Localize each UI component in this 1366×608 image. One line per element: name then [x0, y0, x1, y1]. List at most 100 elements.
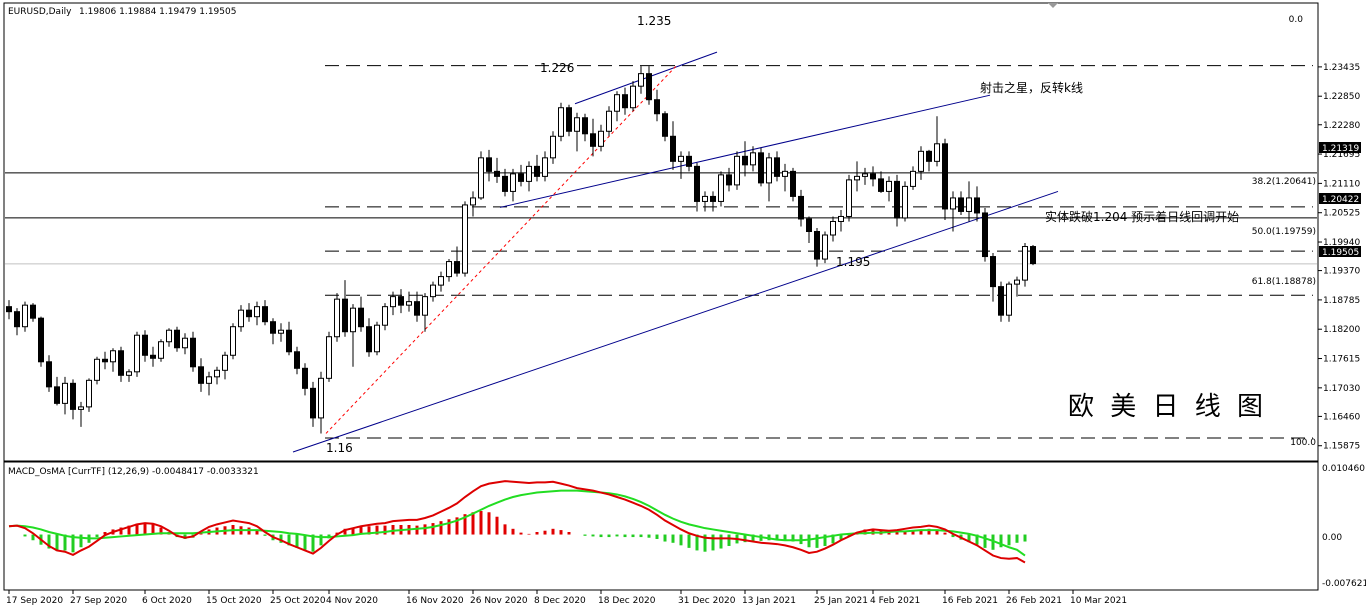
candle-body	[174, 329, 180, 349]
chart-big-title: 欧 美 日 线 图	[1068, 392, 1267, 422]
candle-body	[430, 284, 436, 298]
candle-body	[574, 117, 580, 132]
candle-body	[982, 212, 988, 258]
candle-body	[254, 306, 260, 318]
candle-body	[830, 220, 836, 236]
price-tick-label: 1.16460	[1323, 412, 1360, 422]
candle-body	[478, 157, 484, 199]
scroll-marker-icon[interactable]	[1048, 3, 1058, 8]
time-axis: 17 Sep 2020 27 Sep 2020 6 Oct 2020 15 Oct 2…	[6, 590, 1127, 606]
candle-body	[486, 157, 492, 172]
candle-body	[966, 197, 972, 212]
candle-body	[750, 152, 756, 166]
candle-body	[62, 382, 68, 404]
price-tick-label: 1.19940	[1323, 238, 1360, 248]
candle-body	[878, 178, 884, 192]
candle-body	[862, 173, 868, 177]
candle-body	[158, 341, 164, 359]
candle-body	[1030, 246, 1036, 265]
channel-lower-line	[292, 190, 1059, 453]
time-tick-label: 31 Dec 2020	[678, 596, 736, 606]
candle-body	[758, 152, 764, 184]
candle-body	[462, 204, 468, 274]
candles-layer	[6, 66, 1036, 434]
fib-label-0: 0.0	[1289, 15, 1304, 25]
candle-body	[414, 301, 420, 316]
candle-body	[70, 382, 76, 410]
price-point-1226: 1.226	[540, 61, 574, 75]
candle-body	[790, 170, 796, 197]
candle-body	[246, 309, 252, 318]
fib-anchor-line	[325, 65, 677, 434]
macd-scale-top: 0.0104601	[1322, 464, 1366, 474]
candle-body	[270, 321, 276, 334]
candle-body	[318, 377, 324, 419]
candle-body	[614, 94, 620, 112]
current-price-box: 1.19505	[1319, 246, 1361, 258]
candle-body	[294, 351, 300, 369]
price-tick-label: 1.15875	[1323, 442, 1360, 452]
macd-layer	[8, 480, 1027, 564]
annotation-break-note: 实体跌破1.204 预示着日线回调开始	[1045, 209, 1239, 224]
candle-body	[702, 195, 708, 202]
time-tick-label: 25 Oct 2020	[270, 596, 326, 606]
candle-body	[998, 286, 1004, 316]
candle-body	[870, 173, 876, 180]
time-tick-label: 17 Sep 2020	[6, 596, 63, 606]
price-axis: 1.23435 1.22850 1.22280 1.21695 1.21110 1.205…	[1318, 63, 1360, 452]
candle-body	[926, 150, 932, 162]
candle-body	[646, 73, 652, 101]
candle-body	[678, 155, 684, 162]
chart-header-ohlc: 1.19806 1.19884 1.19479 1.19505	[79, 7, 236, 17]
candle-body	[302, 367, 308, 389]
price-tick-label: 1.22850	[1323, 92, 1360, 102]
candle-body	[382, 306, 388, 326]
svg-text:1.20422: 1.20422	[1322, 195, 1359, 205]
candle-body	[806, 218, 812, 232]
candle-body	[814, 230, 820, 260]
candle-body	[94, 358, 100, 381]
levels-layer	[5, 65, 1317, 439]
candle-body	[902, 185, 908, 219]
candle-body	[78, 406, 84, 410]
candle-body	[278, 329, 284, 334]
candle-body	[390, 296, 396, 308]
candle-body	[1006, 283, 1012, 316]
price-point-1195: 1.195	[836, 255, 870, 269]
price-tick-label: 1.19370	[1323, 267, 1360, 277]
candle-body	[846, 179, 852, 217]
time-tick-label: 15 Oct 2020	[206, 596, 262, 606]
candle-body	[166, 329, 172, 343]
candle-body	[190, 337, 196, 368]
price-tick-label: 1.21695	[1323, 150, 1360, 160]
candle-body	[6, 306, 12, 313]
candle-body	[638, 73, 644, 87]
time-tick-label: 4 Feb 2021	[870, 596, 920, 606]
candle-body	[886, 180, 892, 192]
candle-body	[446, 261, 452, 278]
svg-text:1.21319: 1.21319	[1322, 144, 1359, 154]
level-box-121319: 1.21319	[1319, 142, 1361, 154]
candle-body	[502, 175, 508, 192]
svg-text:1.19505: 1.19505	[1322, 248, 1359, 258]
candle-body	[454, 261, 460, 274]
candle-body	[494, 170, 500, 177]
candle-body	[206, 376, 212, 384]
candle-body	[54, 386, 60, 404]
price-tick-label: 1.22280	[1323, 121, 1360, 131]
candle-body	[46, 361, 52, 388]
candle-body	[590, 133, 596, 147]
candle-body	[30, 304, 36, 319]
candle-body	[958, 197, 964, 212]
candle-body	[214, 369, 220, 378]
candle-body	[854, 175, 860, 181]
candle-body	[582, 117, 588, 135]
time-tick-label: 8 Dec 2020	[534, 596, 586, 606]
price-tick-label: 1.23435	[1323, 63, 1360, 73]
candle-body	[262, 306, 268, 323]
chart-header-symbol: EURUSD,Daily	[8, 7, 72, 17]
time-tick-label: 25 Jan 2021	[814, 596, 868, 606]
candle-body	[230, 326, 236, 356]
price-tick-label: 1.17030	[1323, 384, 1360, 394]
